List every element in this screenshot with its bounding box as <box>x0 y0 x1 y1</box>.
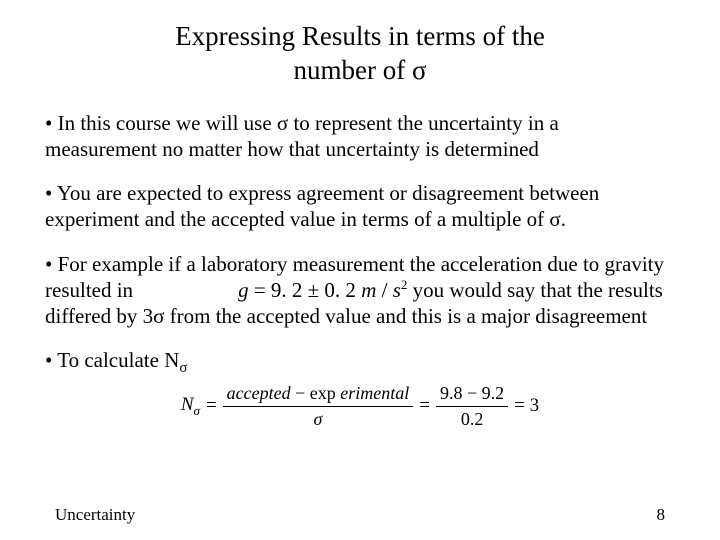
frac1-exp: exp <box>310 383 341 403</box>
frac1-accepted: accepted <box>227 383 291 403</box>
formula-frac-2: 9.8 − 9.2 0.2 <box>436 382 508 430</box>
formula-eq-2: = <box>419 394 430 418</box>
formula-frac-2-den: 0.2 <box>457 407 488 431</box>
formula-frac-2-num: 9.8 − 9.2 <box>436 382 508 407</box>
bullet-3-slash: / <box>376 278 392 302</box>
bullet-4: • To calculate Nσ Nσ = accepted − exp er… <box>45 347 675 430</box>
bullet-3-s: s <box>393 278 401 302</box>
formula: Nσ = accepted − exp erimental σ = 9.8 − … <box>181 382 539 430</box>
bullet-3-exp: 2 <box>401 277 408 292</box>
bullet-3-eq: = 9. 2 ± 0. 2 <box>249 278 362 302</box>
formula-lhs-n: N <box>181 394 194 415</box>
footer-page-number: 8 <box>657 505 666 525</box>
formula-row: Nσ = accepted − exp erimental σ = 9.8 − … <box>45 382 675 430</box>
footer-left: Uncertainty <box>55 505 135 525</box>
bullet-2: • You are expected to express agreement … <box>45 180 675 233</box>
formula-frac-1-den: σ <box>310 407 327 431</box>
title-line-2: number of σ <box>293 55 426 85</box>
bullet-3-m: m <box>361 278 376 302</box>
footer: Uncertainty 8 <box>55 505 665 525</box>
bullet-4-pre: • To calculate N <box>45 348 179 372</box>
bullet-3-g: g <box>238 278 249 302</box>
title-line-1: Expressing Results in terms of the <box>175 21 545 51</box>
slide-title: Expressing Results in terms of the numbe… <box>45 20 675 88</box>
bullet-3: • For example if a laboratory measuremen… <box>45 251 675 330</box>
formula-result: = 3 <box>514 394 539 418</box>
bullet-4-sub: σ <box>179 360 187 376</box>
formula-frac-1-num: accepted − exp erimental <box>223 382 414 407</box>
formula-eq-1: = <box>206 394 217 418</box>
formula-lhs: Nσ <box>181 393 200 419</box>
frac1-erimental: erimental <box>340 383 409 403</box>
bullet-1: • In this course we will use σ to repres… <box>45 110 675 163</box>
formula-lhs-sub: σ <box>194 403 200 418</box>
formula-frac-1: accepted − exp erimental σ <box>223 382 414 430</box>
frac1-minus: − <box>291 383 310 403</box>
